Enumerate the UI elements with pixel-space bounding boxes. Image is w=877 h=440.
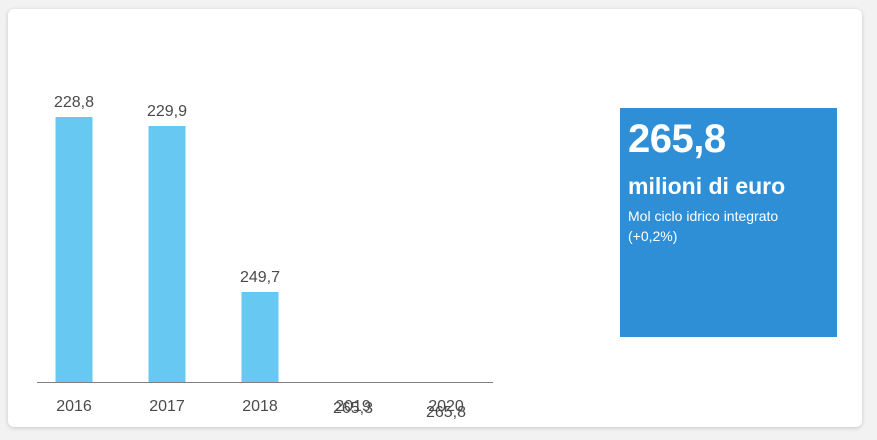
value-label-2017: 229,9 <box>147 103 187 120</box>
kpi-change: (+0,2%) <box>628 228 678 244</box>
x-tick-2020: 2020 <box>428 398 464 415</box>
kpi-unit: milioni di euro <box>628 173 786 199</box>
kpi-description: Mol ciclo idrico integrato <box>628 208 779 224</box>
kpi-value: 265,8 <box>628 117 726 161</box>
x-tick-2017: 2017 <box>149 398 185 415</box>
bar-2016 <box>55 117 93 382</box>
value-label-2020: 265,8 <box>426 404 466 421</box>
value-label-2016: 228,8 <box>54 94 94 111</box>
bar-2018 <box>241 292 279 382</box>
x-tick-2018: 2018 <box>242 398 278 415</box>
x-tick-2019: 2019 <box>335 398 371 415</box>
value-label-2019: 265,3 <box>333 400 373 417</box>
kpi-box: 265,8 milioni di euro Mol ciclo idrico i… <box>620 108 837 337</box>
value-label-2018: 249,7 <box>240 269 280 286</box>
x-tick-2016: 2016 <box>56 398 92 415</box>
bar-2017 <box>148 126 186 382</box>
